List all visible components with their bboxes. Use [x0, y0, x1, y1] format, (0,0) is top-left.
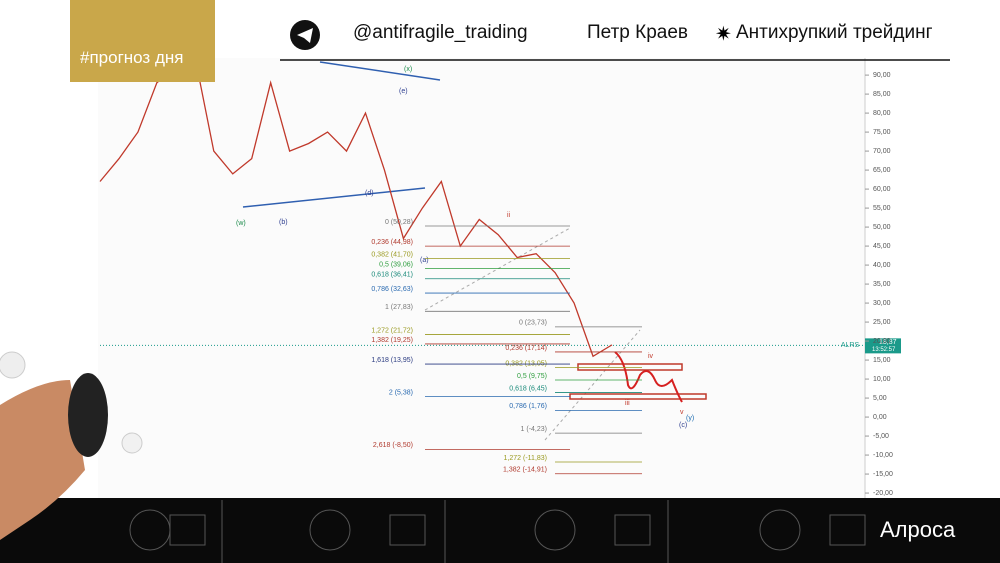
y-tick-label: 70,00: [873, 148, 891, 155]
telegram-icon: [297, 28, 313, 43]
fib-label: 1 (27,83): [385, 304, 413, 311]
footer-band: [0, 498, 1000, 563]
trend-line: [242, 187, 426, 208]
last-price: 18,87: [879, 339, 897, 346]
y-tick-label: 0,00: [873, 414, 887, 421]
fib-label: 0,5 (9,75): [517, 373, 547, 380]
y-tick-label: 10,00: [873, 376, 891, 383]
wave-label: iv: [648, 353, 654, 360]
wave-label: v: [680, 409, 684, 416]
fib-label: 0 (50,28): [385, 219, 413, 226]
tag: #прогноз дня: [80, 48, 184, 67]
plot-area: [98, 58, 865, 498]
fib-label: 0,786 (32,63): [371, 286, 413, 293]
wave-label: (b): [279, 219, 288, 226]
pearl: [0, 351, 26, 379]
mouse: [68, 373, 108, 457]
y-tick-label: -15,00: [873, 471, 893, 478]
fib-label: 2,618 (-8,50): [373, 442, 413, 449]
pearl: [121, 432, 143, 454]
channel[interactable]: @antifragile_traiding: [353, 22, 528, 43]
wave-label: (x): [404, 66, 412, 73]
y-tick-label: 20,00: [873, 338, 891, 345]
fib-label: 0,236 (44,98): [371, 239, 413, 246]
fib-label: 2 (5,38): [389, 389, 413, 396]
y-tick-label: 40,00: [873, 262, 891, 269]
fib-label: 0,236 (17,14): [505, 345, 547, 352]
target-zone: [577, 363, 683, 371]
fib-label: 0,618 (36,41): [371, 272, 413, 279]
wave-label: (e): [399, 88, 408, 95]
trend-line: [319, 61, 441, 81]
y-tick-label: 80,00: [873, 110, 891, 117]
y-tick-label: 45,00: [873, 243, 891, 250]
hand: [0, 380, 85, 540]
fib-label: 0 (23,73): [519, 320, 547, 327]
y-tick-label: 85,00: [873, 91, 891, 98]
y-tick-label: 35,00: [873, 281, 891, 288]
wave-label: (y): [686, 415, 694, 422]
wave-labels: (w) (x) (y) (a) (b) (c) (d) (e) ii iii i…: [236, 66, 694, 429]
tag-box: [70, 0, 215, 82]
wave-label: (w): [236, 220, 246, 227]
y-tick-label: 75,00: [873, 129, 891, 136]
y-tick-label: 5,00: [873, 395, 887, 402]
y-tick-label: 65,00: [873, 167, 891, 174]
price-badge: [865, 338, 901, 354]
fib-label: 0,786 (1,76): [509, 403, 547, 410]
y-tick-label: 15,00: [873, 357, 891, 364]
y-tick-label: 90,00: [873, 72, 891, 79]
fib-label: 0,618 (6,45): [509, 385, 547, 392]
fib-label: 1,272 (-11,83): [504, 455, 547, 462]
fib-label: 1,382 (-14,91): [503, 467, 547, 474]
fib-label: 0,382 (41,70): [371, 251, 413, 258]
wave-label: (d): [365, 190, 374, 197]
author: Петр Краев: [587, 22, 689, 43]
fib-label: 1,272 (21,72): [371, 327, 413, 334]
y-tick-label: 25,00: [873, 319, 891, 326]
y-tick-label: -5,00: [873, 433, 889, 440]
projection: [424, 227, 571, 311]
y-tick-label: -20,00: [873, 490, 893, 497]
fib-label: 1,382 (19,25): [371, 337, 413, 344]
wave-label: (c): [679, 422, 687, 429]
project: Антихрупкий трейдинг: [736, 22, 933, 43]
timer: 13:52:57: [872, 347, 896, 353]
wave-label: (a): [420, 257, 429, 264]
y-tick-label: 30,00: [873, 300, 891, 307]
wave-label: iii: [625, 400, 630, 407]
forecast-path: [614, 351, 683, 403]
y-tick-label: -10,00: [873, 452, 893, 459]
y-tick-label: 55,00: [873, 205, 891, 212]
company: Алроса: [880, 517, 956, 542]
projection: [544, 329, 641, 441]
fib-label: 1,618 (13,95): [371, 357, 413, 364]
footer-ornaments: [129, 500, 866, 563]
wave-label: ii: [507, 212, 511, 219]
star: ✷: [715, 23, 732, 45]
y-tick-label: 50,00: [873, 224, 891, 231]
y-tick-label: 60,00: [873, 186, 891, 193]
fib-label: 0,5 (39,06): [379, 261, 413, 268]
fib-label: 1 (-4,23): [521, 426, 547, 433]
